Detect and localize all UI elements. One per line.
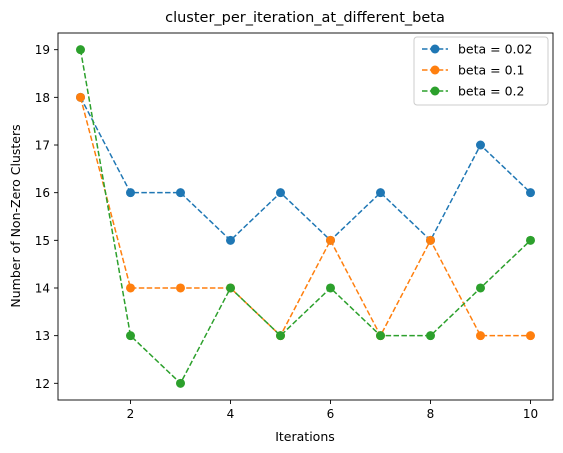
data-point [126,188,135,197]
data-point [176,379,185,388]
data-point [226,236,235,245]
data-point [276,331,285,340]
y-tick-label: 12 [35,377,50,391]
data-point [476,141,485,150]
y-tick-label: 15 [35,234,50,248]
legend-label: beta = 0.1 [458,63,525,78]
data-point [226,283,235,292]
legend: beta = 0.02 beta = 0.1 beta = 0.2 [414,37,548,105]
data-point [376,188,385,197]
data-point [526,188,535,197]
chart-title: cluster_per_iteration_at_different_beta [165,10,445,26]
x-tick-label: 4 [227,407,235,421]
x-tick-label: 10 [523,407,538,421]
legend-label: beta = 0.2 [458,84,525,99]
y-tick-label: 16 [35,186,50,200]
y-tick-label: 19 [35,43,50,57]
data-point [176,188,185,197]
data-point [526,331,535,340]
legend-marker [431,45,440,54]
data-point [476,331,485,340]
y-tick-label: 18 [35,91,50,105]
y-tick-label: 14 [35,281,50,295]
legend-label: beta = 0.02 [458,42,532,57]
y-tick-label: 13 [35,329,50,343]
data-point [276,188,285,197]
data-point [376,331,385,340]
y-tick-label: 17 [35,139,50,153]
data-point [176,283,185,292]
x-tick-label: 2 [127,407,135,421]
data-point [126,283,135,292]
x-tick-label: 8 [427,407,435,421]
data-point [426,331,435,340]
data-point [126,331,135,340]
data-point [76,45,85,54]
data-point [76,93,85,102]
data-point [476,283,485,292]
x-tick-label: 6 [327,407,335,421]
data-point [526,236,535,245]
data-point [426,236,435,245]
y-axis-label: Number of Non-Zero Clusters [8,124,23,307]
legend-marker [431,87,440,96]
legend-marker [431,66,440,75]
data-point [326,283,335,292]
data-point [326,236,335,245]
x-axis-label: Iterations [275,429,335,444]
